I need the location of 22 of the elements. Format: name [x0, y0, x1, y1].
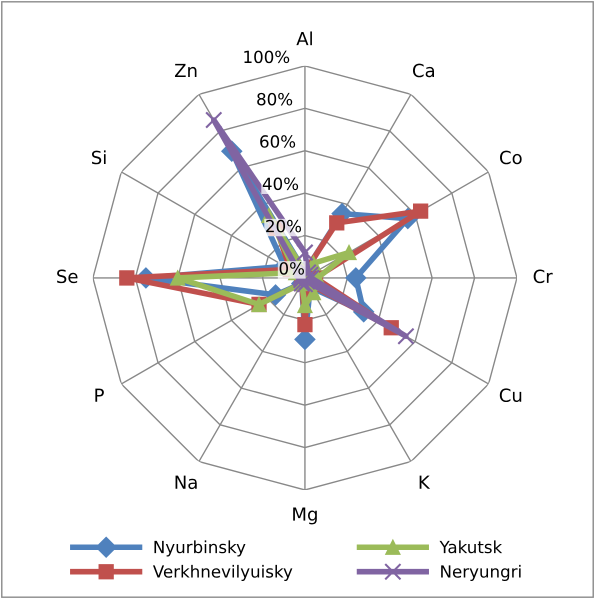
y-tick-label: 40%: [262, 177, 298, 190]
spoke-label: Cu: [500, 388, 522, 402]
y-tick-label: 100%: [244, 50, 290, 64]
spoke-label: Zn: [174, 64, 196, 78]
spoke-label: Al: [296, 31, 312, 46]
spoke-label: Co: [500, 150, 522, 164]
spoke-label: P: [95, 388, 104, 402]
y-tick-label: 0%: [280, 262, 304, 275]
legend-label: Neryungri: [441, 564, 521, 582]
y-tick-label: 20%: [266, 220, 302, 232]
spoke-label: Se: [57, 270, 78, 284]
legend-label: Nyurbinsky: [154, 540, 246, 557]
spoke-label: K: [420, 476, 430, 489]
y-tick-label: 60%: [260, 135, 296, 148]
spoke-label: Si: [92, 150, 106, 164]
legend-label: Yakutsk: [439, 540, 502, 554]
spoke-label: Mg: [293, 507, 317, 524]
legend-label: Verkhnevilyuisky: [152, 564, 292, 582]
spoke-label: Ca: [412, 64, 434, 78]
spoke-label: Cr: [534, 270, 553, 284]
y-tick-label: 80%: [257, 92, 292, 106]
spoke-label: Na: [176, 476, 197, 490]
